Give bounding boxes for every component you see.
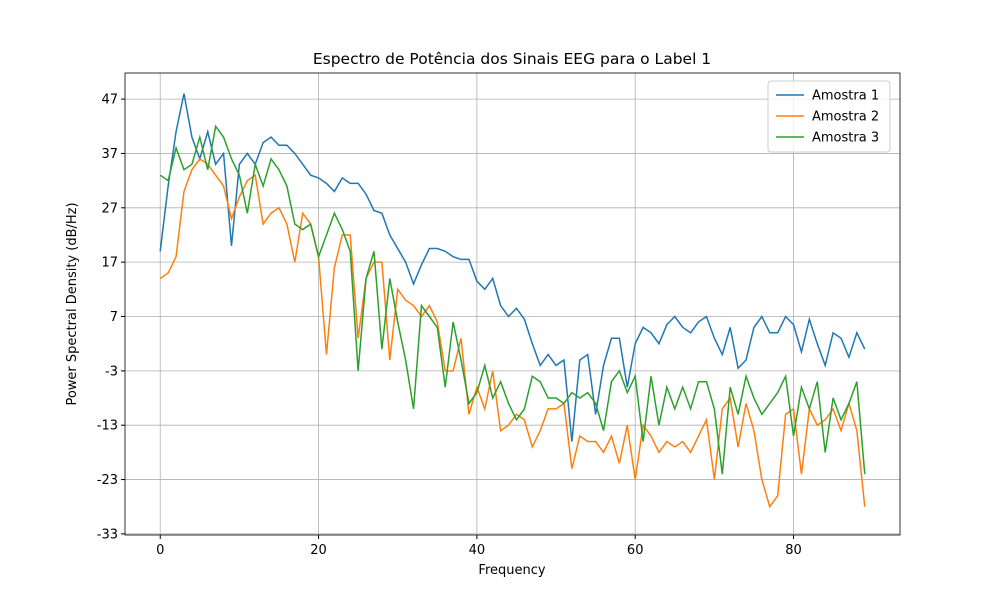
x-tick-label: 40 [469,543,486,558]
y-tick-label: 7 [110,310,118,325]
x-tick-label: 0 [156,543,164,558]
x-tick-label: 20 [310,543,327,558]
legend-label: Amostra 3 [812,131,879,146]
y-tick-label: -23 [97,473,118,488]
series-line [159,93,866,442]
legend-box [767,80,891,153]
y-tick-label: 17 [101,256,118,271]
x-tick-label: 80 [785,543,802,558]
y-axis-label: Power Spectral Density (dB/Hz) [65,202,80,405]
y-tick-label: -33 [97,527,118,542]
series-line [159,157,866,509]
legend-label: Amostra 1 [812,89,879,104]
y-tick-label: 37 [101,147,118,162]
y-tick-label: -3 [105,364,118,379]
x-tick-label: 60 [627,543,644,558]
y-tick-label: 47 [101,93,118,108]
chart-title: Espectro de Potência dos Sinais EEG para… [313,50,711,68]
legend-label: Amostra 2 [812,110,879,125]
y-tick-label: 27 [101,201,118,216]
plot-frame [124,72,901,536]
y-tick-label: -13 [97,419,118,434]
series-line [159,124,866,475]
x-axis-label: Frequency [478,563,545,578]
